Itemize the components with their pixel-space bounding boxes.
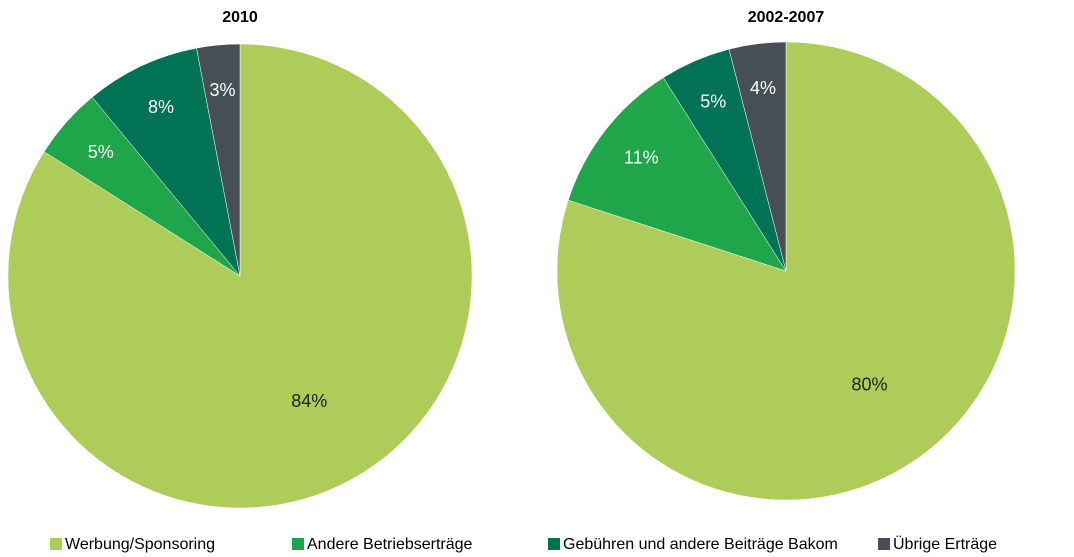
pie-slice xyxy=(567,77,787,272)
slice-label: 84% xyxy=(291,391,327,411)
legend-swatch xyxy=(548,538,560,550)
chart-title: 2002-2007 xyxy=(748,9,825,26)
pie-slice xyxy=(728,41,787,272)
legend-label: Andere Betriebserträge xyxy=(307,536,473,553)
legend-swatch xyxy=(292,538,304,550)
slice-label: 5% xyxy=(88,142,114,162)
pie-slice xyxy=(91,47,241,277)
legend-label: Werbung/Sponsoring xyxy=(65,536,215,553)
slice-label: 11% xyxy=(624,147,659,167)
pie-slice xyxy=(196,43,241,277)
slice-label: 5% xyxy=(700,92,726,112)
slice-label: 80% xyxy=(851,375,887,395)
slice-label: 4% xyxy=(750,78,776,98)
legend-swatch xyxy=(878,538,890,550)
legend-swatch xyxy=(50,538,62,550)
legend-label: Gebühren und andere Beiträge Bakom xyxy=(563,536,838,553)
pie-slice xyxy=(556,41,1016,501)
slice-label: 8% xyxy=(148,97,174,117)
legend-label: Übrige Erträge xyxy=(893,535,997,553)
slice-label: 3% xyxy=(210,80,236,100)
chart-title: 2010 xyxy=(222,9,258,26)
